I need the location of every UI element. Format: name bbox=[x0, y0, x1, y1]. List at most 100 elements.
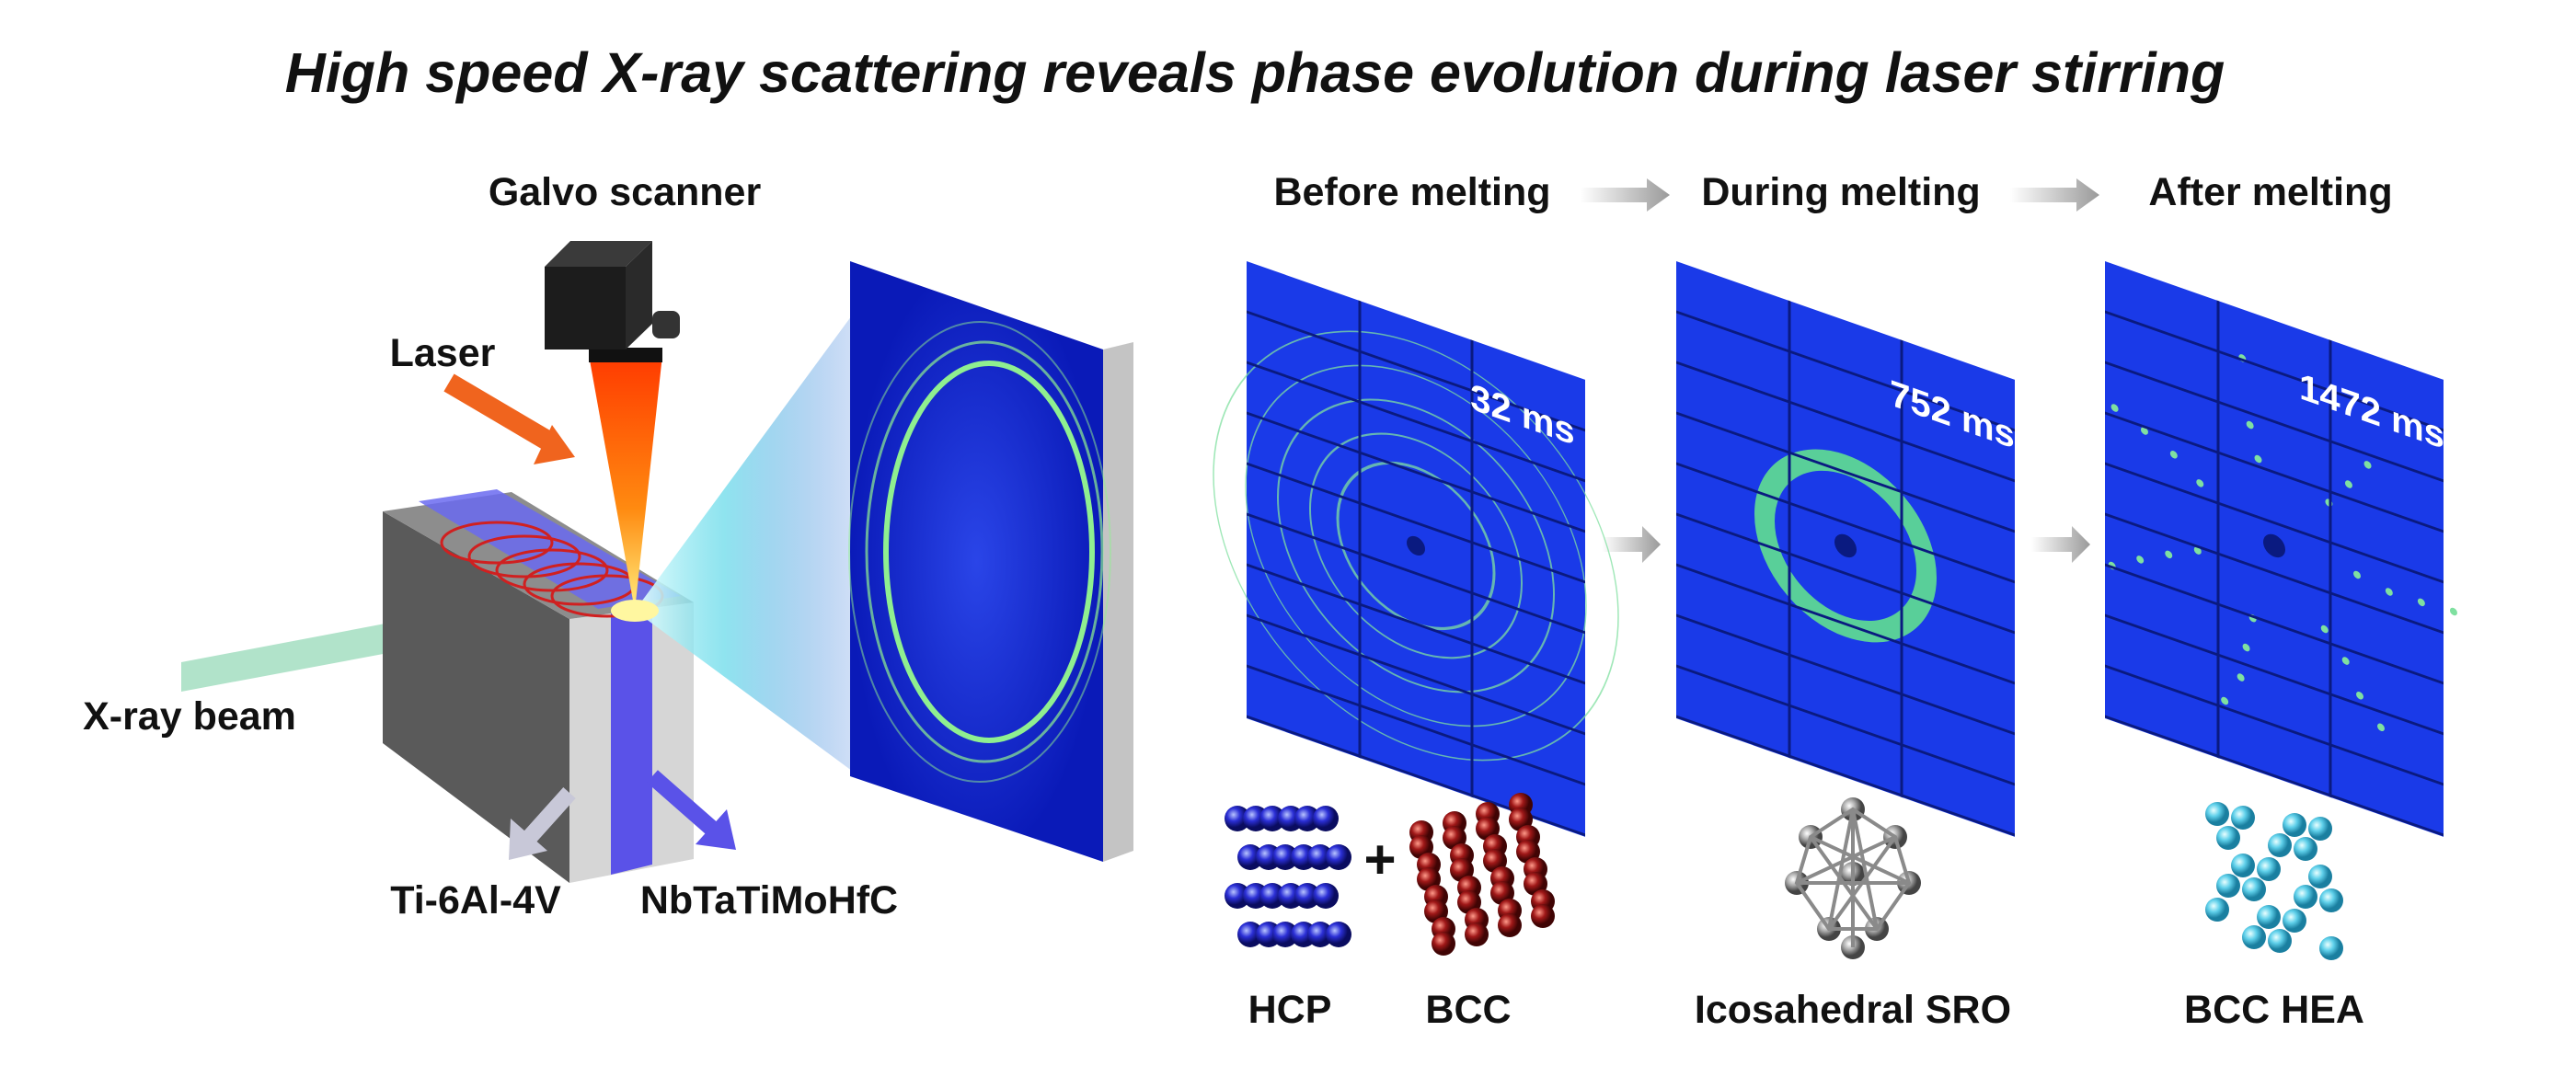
phase-label: BCC bbox=[1425, 988, 1511, 1032]
diffraction-spot bbox=[2417, 598, 2425, 607]
laser-cone bbox=[589, 355, 662, 611]
diffraction-spot bbox=[2377, 723, 2386, 732]
hcp-atom bbox=[1294, 806, 1320, 831]
bcc-atom bbox=[1531, 904, 1555, 928]
hea-atom bbox=[2216, 874, 2240, 898]
hcp-atom bbox=[1307, 922, 1333, 947]
hea-atom bbox=[2294, 885, 2317, 909]
panel-grid bbox=[1676, 563, 2015, 685]
diffraction-spot bbox=[2169, 451, 2178, 459]
hea-atom bbox=[2205, 802, 2229, 826]
pattern-panel: 32 ms bbox=[1213, 260, 1619, 837]
laser-arrow bbox=[443, 373, 558, 453]
bcc-atom bbox=[1498, 913, 1522, 937]
sub-arrow-head bbox=[509, 819, 547, 860]
panel-grid bbox=[1247, 563, 1585, 685]
panel-grid bbox=[2105, 563, 2444, 685]
diffraction-spot bbox=[2246, 420, 2254, 430]
hea-atom bbox=[2242, 925, 2266, 949]
panel-grid bbox=[2105, 361, 2444, 483]
hea-atom bbox=[2205, 898, 2229, 922]
hcp-atom bbox=[1259, 883, 1285, 909]
title: High speed X-ray scattering reveals phas… bbox=[285, 41, 2225, 104]
melt-pool bbox=[611, 600, 659, 622]
hcp-atom bbox=[1237, 922, 1263, 947]
hea-atom bbox=[2231, 806, 2255, 830]
diffraction-spot bbox=[2363, 461, 2372, 469]
hea-atom bbox=[2319, 936, 2343, 960]
panel-grid bbox=[2105, 715, 2444, 837]
phase-label: BCC HEA bbox=[2184, 988, 2364, 1032]
panel-grid bbox=[2105, 462, 2444, 584]
panel-grid bbox=[1676, 411, 2015, 533]
sub-arrow bbox=[523, 786, 576, 844]
hcp-atom bbox=[1225, 806, 1250, 831]
scatter-cone bbox=[635, 305, 859, 776]
flow-arrows bbox=[1581, 178, 2099, 563]
panel-grid bbox=[1247, 613, 1585, 736]
laser-label: Laser bbox=[390, 331, 496, 375]
diffraction-spot bbox=[2221, 696, 2229, 705]
diffraction-spot bbox=[2237, 673, 2245, 682]
hea-atom bbox=[2308, 817, 2332, 841]
coating-label: NbTaTiMoHfC bbox=[640, 878, 898, 922]
plus: + bbox=[1363, 829, 1396, 890]
lens bbox=[589, 348, 662, 362]
diffraction-spot bbox=[2344, 480, 2352, 488]
camera-knob bbox=[652, 311, 680, 338]
panel-grid bbox=[2105, 310, 2444, 432]
stage-header: During melting bbox=[1701, 170, 1980, 214]
diffraction-spot bbox=[2356, 691, 2364, 700]
galvo-label: Galvo scanner bbox=[489, 170, 762, 214]
hcp-atom bbox=[1313, 806, 1339, 831]
camera-top bbox=[545, 241, 652, 267]
camera-side bbox=[626, 241, 652, 349]
icosahedron bbox=[1794, 807, 1912, 947]
panel-grid bbox=[1247, 361, 1585, 483]
hea-atom bbox=[2283, 909, 2306, 933]
hea-atom bbox=[2231, 854, 2255, 877]
hea-atom bbox=[2283, 813, 2306, 837]
hea-atom bbox=[2257, 857, 2281, 881]
panel-grid bbox=[1676, 361, 2015, 483]
panel-grid bbox=[2105, 613, 2444, 736]
panel-grid bbox=[1247, 411, 1585, 533]
camera-front bbox=[545, 267, 626, 349]
hea-atom bbox=[2268, 929, 2292, 953]
hcp-atom bbox=[1272, 844, 1298, 870]
substrate-label: Ti-6Al-4V bbox=[390, 878, 561, 922]
bcc-atom bbox=[1465, 922, 1489, 946]
hea-atom bbox=[2257, 905, 2281, 929]
diffraction-spot bbox=[2320, 624, 2329, 634]
diffraction-spot bbox=[2353, 570, 2361, 579]
hcp-atom bbox=[1272, 922, 1298, 947]
hea-atom bbox=[2294, 837, 2317, 861]
panel-grid bbox=[2105, 664, 2444, 786]
hcp-atom bbox=[1237, 844, 1263, 870]
panel-grid bbox=[1247, 462, 1585, 584]
panel-grid bbox=[1676, 613, 2015, 736]
hcp-atom bbox=[1326, 844, 1351, 870]
hcp-atom bbox=[1307, 844, 1333, 870]
diffraction-spot bbox=[2341, 657, 2350, 665]
apparatus bbox=[181, 241, 1133, 883]
panel-grid bbox=[1676, 462, 2015, 584]
detector-rings bbox=[848, 321, 1111, 783]
block-side bbox=[383, 511, 569, 883]
structures bbox=[1225, 793, 2343, 960]
hea-atom bbox=[2216, 826, 2240, 850]
bcc-atom bbox=[1432, 932, 1455, 956]
stage-header: Before melting bbox=[1273, 170, 1550, 214]
hcp-atom bbox=[1313, 883, 1339, 909]
diffraction-spot bbox=[2165, 550, 2173, 559]
diffraction-spot bbox=[2196, 479, 2204, 487]
diffraction-spot bbox=[2136, 556, 2145, 564]
xray-label: X-ray beam bbox=[83, 694, 296, 739]
phase-label: Icosahedral SRO bbox=[1695, 988, 2011, 1032]
hea-atom bbox=[2319, 888, 2343, 912]
panel-grid bbox=[1676, 664, 2015, 786]
hcp-atom bbox=[1294, 883, 1320, 909]
panel-grid bbox=[1247, 512, 1585, 635]
